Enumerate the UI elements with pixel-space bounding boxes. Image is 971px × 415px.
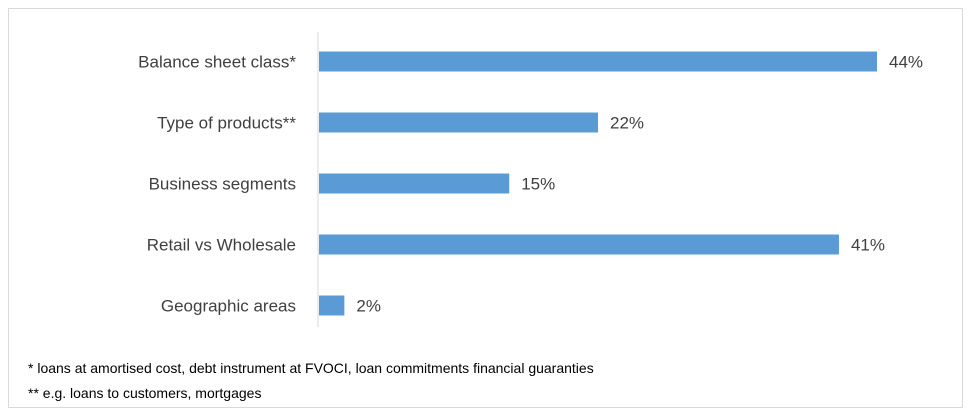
bars-group bbox=[319, 51, 877, 316]
value-label-retail-vs-wholesale: 41% bbox=[851, 236, 885, 255]
value-label-geographic-areas: 2% bbox=[356, 297, 381, 316]
bar-retail-vs-wholesale bbox=[319, 234, 839, 255]
category-label-geographic-areas: Geographic areas bbox=[161, 297, 296, 316]
value-label-type-of-products: 22% bbox=[610, 114, 644, 133]
value-labels-group: 44% 22% 15% 41% 2% bbox=[356, 53, 923, 316]
footnote-balance-sheet-class: * loans at amortised cost, debt instrume… bbox=[28, 360, 594, 376]
footnote-type-of-products: ** e.g. loans to customers, mortgages bbox=[28, 385, 262, 401]
category-label-business-segments: Business segments bbox=[149, 175, 296, 194]
category-label-type-of-products: Type of products** bbox=[157, 114, 296, 133]
chart-frame bbox=[8, 8, 963, 408]
bar-geographic-areas bbox=[319, 295, 345, 316]
category-labels-group: Balance sheet class* Type of products** Bu… bbox=[138, 53, 296, 316]
category-label-retail-vs-wholesale: Retail vs Wholesale bbox=[147, 236, 296, 255]
bar-type-of-products bbox=[319, 112, 598, 133]
category-label-balance-sheet-class: Balance sheet class* bbox=[138, 53, 296, 72]
bar-balance-sheet-class bbox=[319, 51, 877, 72]
bar-business-segments bbox=[319, 173, 510, 194]
value-label-business-segments: 15% bbox=[521, 175, 555, 194]
value-label-balance-sheet-class: 44% bbox=[889, 53, 923, 72]
